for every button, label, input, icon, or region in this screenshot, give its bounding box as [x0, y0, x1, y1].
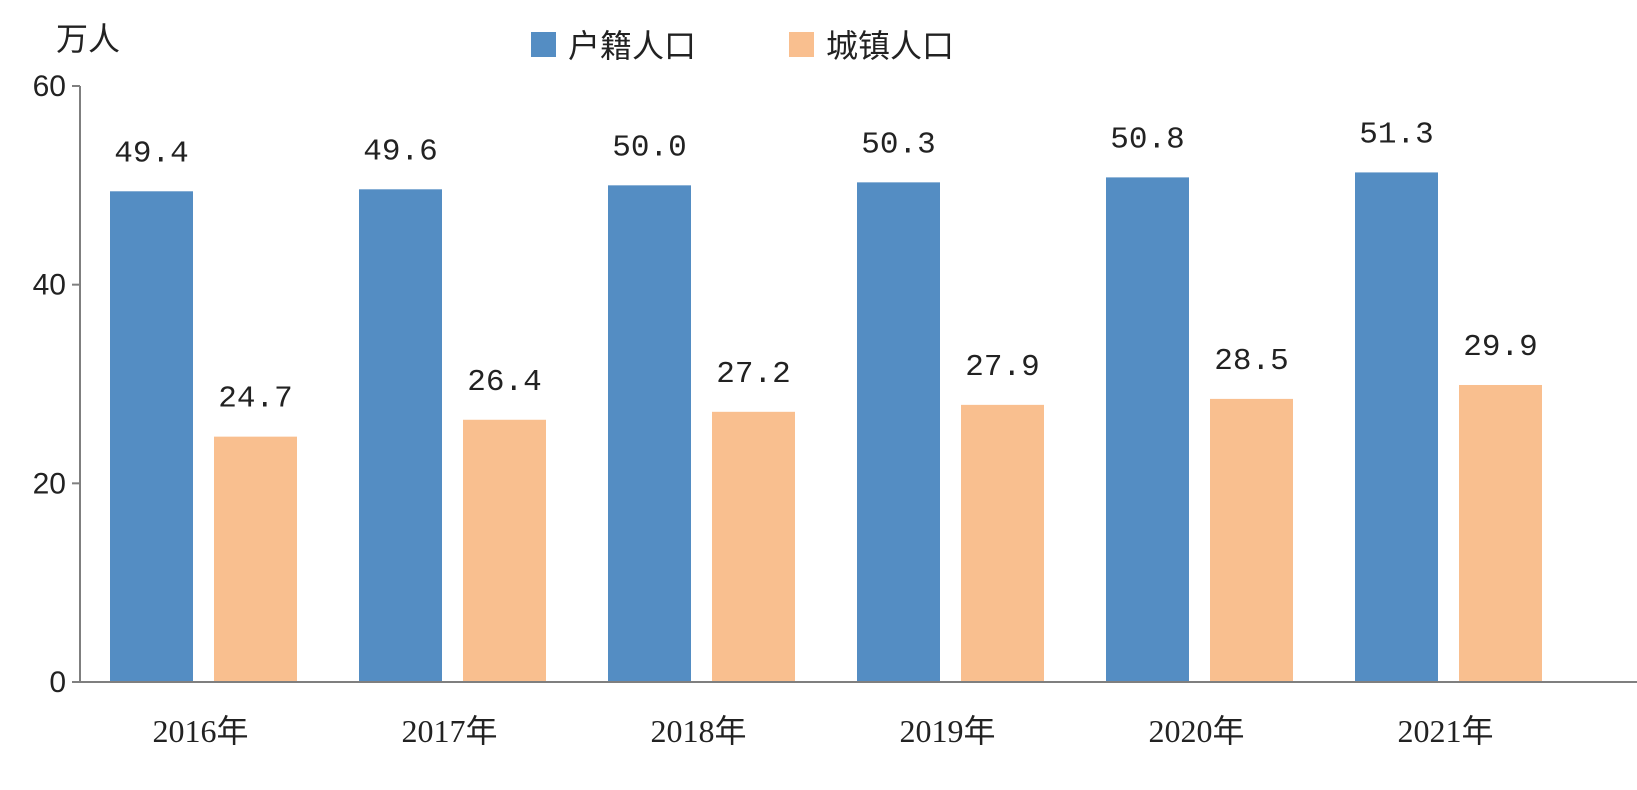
y-axis-unit-label: 万人	[56, 20, 120, 58]
bar-chengzhen-2	[712, 411, 795, 682]
data-label-chengzhen-3: 27.9	[965, 350, 1039, 385]
legend: 户籍人口 城镇人口	[531, 27, 954, 65]
bar-huji-3	[857, 182, 940, 682]
y-tick-label-1: 20	[33, 467, 66, 500]
y-tick-label-0: 0	[49, 666, 66, 699]
data-label-huji-4: 50.8	[1110, 122, 1184, 157]
x-category-label-3: 2019年	[899, 713, 995, 749]
legend-entry-series-2: 城镇人口	[789, 27, 954, 65]
legend-swatch-series-1	[531, 32, 556, 57]
bar-chengzhen-3	[961, 404, 1044, 682]
data-label-chengzhen-1: 26.4	[467, 365, 541, 400]
bar-chengzhen-1	[463, 419, 546, 682]
bar-chengzhen-4	[1210, 398, 1293, 682]
x-category-label-2: 2018年	[650, 713, 746, 749]
plot-area: 0 20 40 60 49.4 24.7 2016年 49.6 26.4 2017年 50.0 27.…	[33, 70, 1542, 749]
legend-label-series-1: 户籍人口	[568, 27, 696, 65]
bar-huji-4	[1106, 177, 1189, 683]
data-label-huji-5: 51.3	[1359, 117, 1433, 152]
data-label-huji-3: 50.3	[861, 127, 935, 162]
legend-label-series-2: 城镇人口	[826, 27, 954, 65]
data-label-huji-1: 49.6	[363, 134, 437, 169]
data-label-chengzhen-2: 27.2	[716, 357, 790, 392]
x-category-label-0: 2016年	[152, 713, 248, 749]
data-label-chengzhen-0: 24.7	[218, 382, 292, 417]
x-category-label-1: 2017年	[401, 713, 497, 749]
data-label-chengzhen-4: 28.5	[1214, 344, 1288, 379]
bar-chengzhen-5	[1459, 384, 1542, 682]
y-tick-label-3: 60	[33, 70, 66, 103]
bar-huji-2	[608, 185, 691, 683]
legend-swatch-series-2	[789, 32, 814, 57]
data-label-chengzhen-5: 29.9	[1463, 330, 1537, 365]
bar-huji-1	[359, 189, 442, 682]
legend-entry-series-1: 户籍人口	[531, 27, 696, 65]
data-label-huji-2: 50.0	[612, 130, 686, 165]
y-tick-label-2: 40	[33, 269, 66, 302]
data-label-huji-0: 49.4	[114, 136, 188, 171]
x-category-label-5: 2021年	[1397, 713, 1493, 749]
x-category-label-4: 2020年	[1148, 713, 1244, 749]
bar-chengzhen-0	[214, 436, 297, 682]
bar-huji-0	[110, 191, 193, 682]
bar-huji-5	[1355, 172, 1438, 683]
